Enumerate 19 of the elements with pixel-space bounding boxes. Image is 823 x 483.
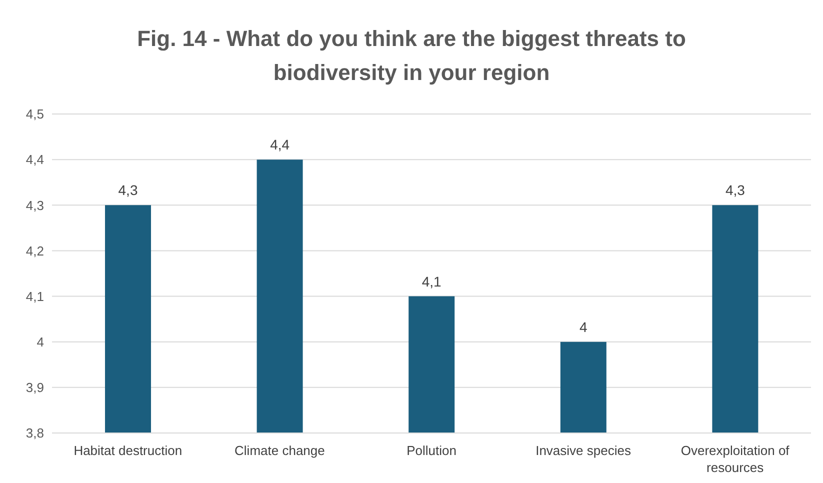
data-label: 4 bbox=[580, 318, 588, 335]
y-tick-label: 3,9 bbox=[26, 380, 44, 396]
chart-title: Fig. 14 - What do you think are the biggest threats to biodiversity in your region bbox=[136, 25, 687, 87]
x-tick-label: Invasive species bbox=[536, 443, 632, 458]
data-label: 4,4 bbox=[270, 136, 290, 153]
y-tick-label: 3,8 bbox=[26, 426, 44, 441]
y-tick-label: 4,1 bbox=[26, 288, 44, 304]
y-tick-label: 4,2 bbox=[26, 243, 44, 258]
y-tick-label: 4,3 bbox=[26, 198, 44, 213]
y-tick-label: 4 bbox=[36, 334, 44, 350]
x-tick-label: Habitat destruction bbox=[74, 443, 182, 458]
y-tick-label: 4,4 bbox=[26, 152, 44, 168]
x-tick-label: Climate change bbox=[234, 443, 325, 458]
y-tick-label: 4,5 bbox=[26, 106, 44, 122]
data-label: 4,1 bbox=[422, 273, 442, 290]
data-label: 4,3 bbox=[118, 182, 138, 198]
x-tick-label: Overexploitation of resources bbox=[680, 443, 790, 475]
x-tick-label: Pollution bbox=[406, 443, 456, 458]
data-label: 4,3 bbox=[725, 182, 746, 198]
